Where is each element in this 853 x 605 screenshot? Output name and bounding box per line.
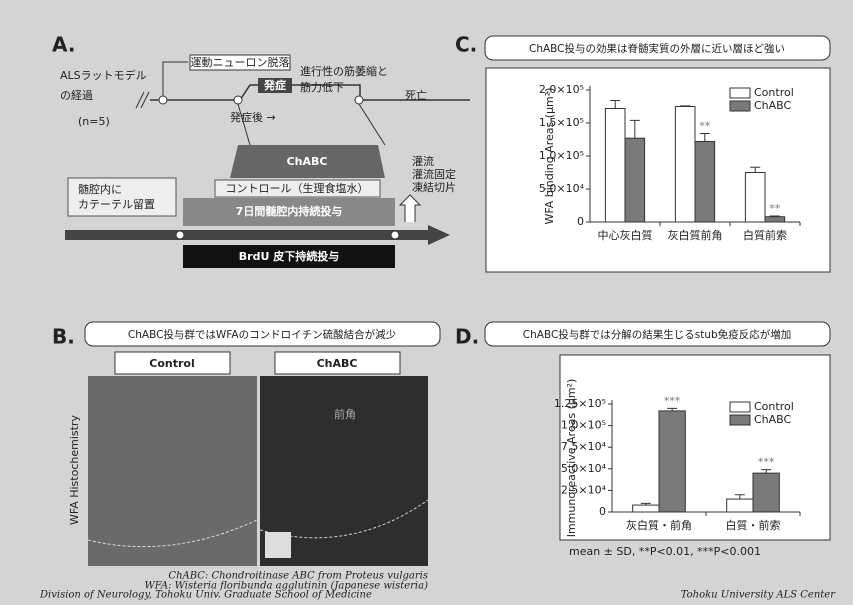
chabc-label: ChABC <box>287 155 328 168</box>
model-label: ALSラットモデル <box>60 68 147 82</box>
significance: *** <box>664 394 681 407</box>
significance: ** <box>769 202 781 215</box>
control-label: コントロール（生理食塩水） <box>226 181 369 195</box>
x-tick-label: 灰白質・前角 <box>626 518 692 532</box>
legend-label: Control <box>754 400 794 413</box>
significance: ** <box>699 120 711 133</box>
y-axis-label: Immunoreactive Areas (μm²) <box>565 379 578 538</box>
significance: *** <box>758 456 775 469</box>
panel-letter: B. <box>52 325 75 349</box>
panel-letter: C. <box>455 33 477 57</box>
catheter-label: 髄腔内に <box>78 182 122 196</box>
panel-letter: A. <box>52 33 75 57</box>
bar <box>745 173 765 223</box>
y-tick-label: 0 <box>577 215 584 228</box>
control-label: Control <box>149 357 194 370</box>
footer-right: Tohoku University ALS Center <box>681 590 836 601</box>
catheter-label: カテーテル留置 <box>78 198 155 211</box>
bar <box>695 141 715 222</box>
sampling: 凍結切片 <box>412 180 456 194</box>
neuron-loss: 運動ニューロン脱落 <box>191 55 290 69</box>
y-tick-label: 1.25×10⁵ <box>554 397 606 410</box>
legend-swatch <box>730 101 750 111</box>
x-tick-label: 中心灰白質 <box>598 228 653 242</box>
bar <box>753 473 779 512</box>
x-tick-label: 白質前索 <box>743 228 787 242</box>
panel-letter: D. <box>455 325 479 349</box>
slide: A. ALSラットモデル の経過 (n=5) 運動ニューロン脱落 発症 進行性の… <box>0 0 853 605</box>
footer-left: Division of Neurology, Tohoku Univ. Grad… <box>39 590 372 601</box>
sampling: 灌流 <box>412 154 434 168</box>
time-point <box>176 231 184 239</box>
legend-swatch <box>730 415 750 425</box>
progression: 進行性の筋萎縮と <box>300 64 388 78</box>
death: 死亡 <box>405 88 427 102</box>
brdu-label: BrdU 皮下持続投与 <box>239 249 339 263</box>
onset: 発症 <box>263 78 286 92</box>
header: ChABC投与の効果は脊髄実質の外層に近い層ほど強い <box>529 42 785 55</box>
bar <box>633 505 659 512</box>
time-point <box>159 96 167 104</box>
bar <box>765 217 785 222</box>
after-onset: 発症後 → <box>230 110 276 124</box>
legend-swatch <box>730 88 750 98</box>
n-label: (n=5) <box>78 115 110 128</box>
y-tick-label: 0 <box>599 505 606 518</box>
infusion-label: 7日間髄腔内持続投与 <box>236 204 343 218</box>
legend-label: ChABC <box>754 99 792 112</box>
side-label: WFA Histochemistry <box>68 415 81 525</box>
region-label: 前角 <box>334 407 356 421</box>
panel-c: C. ChABC投与の効果は脊髄実質の外層に近い層ほど強い 05.0×10⁴1.… <box>455 33 830 273</box>
time-point <box>234 96 242 104</box>
legend-swatch <box>730 402 750 412</box>
legend-label: Control <box>754 86 794 99</box>
note: mean ± SD, **P<0.01, ***P<0.001 <box>569 545 761 558</box>
chabc-label: ChABC <box>317 357 358 370</box>
bar <box>659 411 685 512</box>
bar <box>605 108 625 222</box>
x-tick-label: 灰白質前角 <box>668 228 723 242</box>
header: ChABC投与群では分解の結果生じるstub免疫反応が増加 <box>523 328 791 341</box>
time-point <box>355 96 363 104</box>
x-tick-label: 白質・前索 <box>726 518 781 532</box>
inset <box>265 532 291 558</box>
header: ChABC投与群ではWFAのコンドロイチン硫酸結合が減少 <box>128 328 396 341</box>
bar <box>727 499 753 512</box>
time-point <box>391 231 399 239</box>
bar <box>625 138 645 222</box>
sampling: 灌流固定 <box>412 167 456 181</box>
progression: 筋力低下 <box>300 80 344 94</box>
y-axis-label: WFA binding Areas (μm²) <box>543 88 556 225</box>
micrograph <box>88 376 257 566</box>
model-label: の経過 <box>60 89 93 102</box>
legend-label: ChABC <box>754 413 792 426</box>
bar <box>675 107 695 223</box>
